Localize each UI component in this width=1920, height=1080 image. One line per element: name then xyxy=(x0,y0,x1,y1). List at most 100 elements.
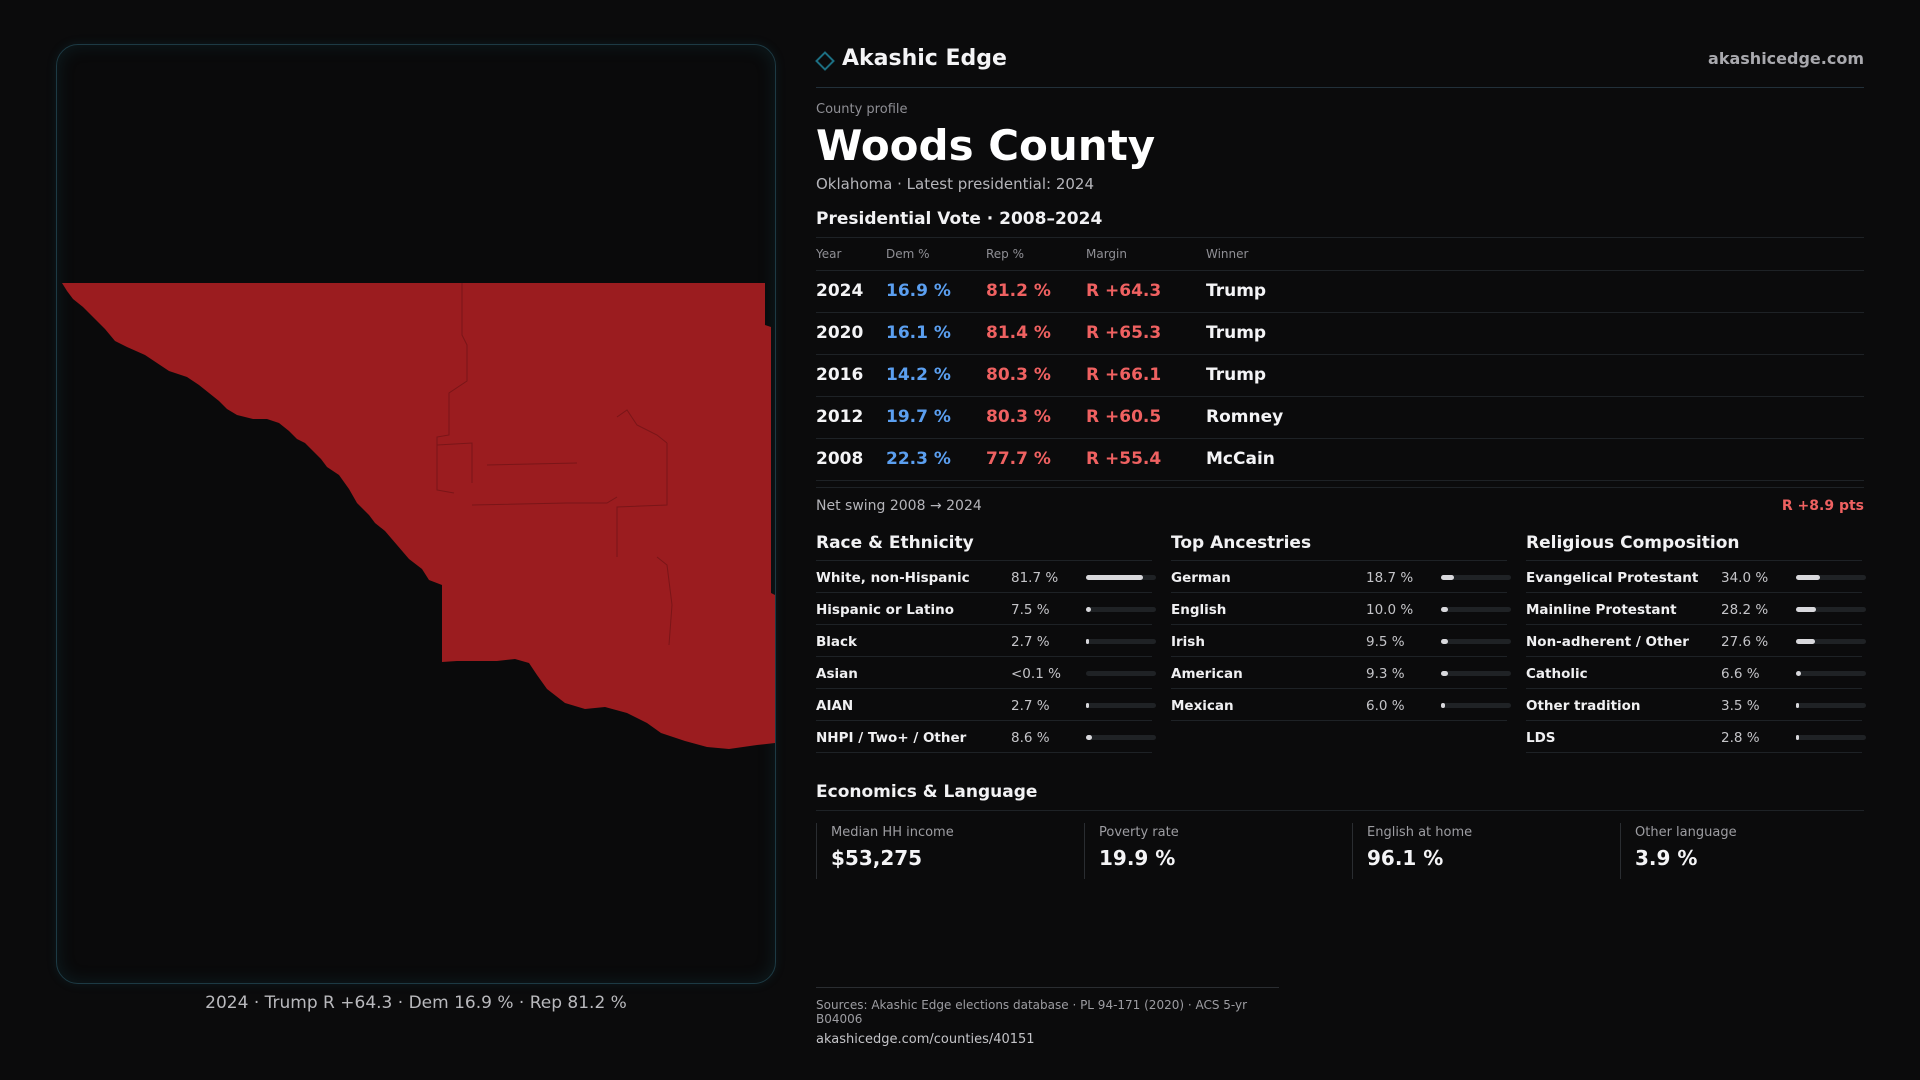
ancestry-row-bar xyxy=(1441,606,1511,612)
table-row: 2024 16.9 % 81.2 % R +64.3 Trump xyxy=(816,270,1864,313)
race-row-label: AIAN xyxy=(816,697,854,714)
race-row-label: NHPI / Two+ / Other xyxy=(816,729,967,746)
vote-table-header: Year Dem % Rep % Margin Winner xyxy=(816,238,1864,271)
row-winner: Romney xyxy=(1206,396,1864,439)
religion-column: Religious Composition Evangelical Protes… xyxy=(1526,529,1866,753)
ancestry-row-label: Mexican xyxy=(1171,697,1234,714)
religion-row-label: LDS xyxy=(1526,729,1556,746)
religion-row-bar-fill xyxy=(1796,734,1799,740)
ancestry-row-bar-fill xyxy=(1441,606,1448,612)
religion-row-value: 3.5 % xyxy=(1721,697,1760,714)
race-section-title: Race & Ethnicity xyxy=(816,529,1152,561)
religion-row: Evangelical Protestant 34.0 % xyxy=(1526,561,1866,593)
row-winner: McCain xyxy=(1206,438,1864,481)
race-row-label: White, non-Hispanic xyxy=(816,569,970,586)
race-row-label: Black xyxy=(816,633,858,650)
row-year: 2016 xyxy=(816,354,886,397)
row-margin: R +55.4 xyxy=(1086,438,1206,481)
religion-row-bar-fill xyxy=(1796,574,1820,580)
ancestry-row: American 9.3 % xyxy=(1171,657,1511,689)
header-year: Year xyxy=(816,238,886,271)
profile-eyebrow: County profile xyxy=(816,102,908,117)
religion-row: LDS 2.8 % xyxy=(1526,721,1866,753)
race-row: NHPI / Two+ / Other 8.6 % xyxy=(816,721,1156,753)
stat-poverty-rate: Poverty rate 19.9 % xyxy=(1084,822,1334,879)
religion-section-title: Religious Composition xyxy=(1526,529,1862,561)
ancestry-row-bar-fill xyxy=(1441,574,1454,580)
stat-value: 19.9 % xyxy=(1099,845,1176,870)
ancestry-row: English 10.0 % xyxy=(1171,593,1511,625)
religion-row-value: 2.8 % xyxy=(1721,729,1760,746)
ancestry-row-value: 9.3 % xyxy=(1366,665,1405,682)
religion-row-bar-fill xyxy=(1796,702,1799,708)
map-caption: 2024 · Trump R +64.3 · Dem 16.9 % · Rep … xyxy=(205,993,627,1013)
religion-row-label: Other tradition xyxy=(1526,697,1641,714)
race-row-value: 7.5 % xyxy=(1011,601,1050,618)
ancestry-row-bar xyxy=(1441,574,1511,580)
race-row-bar xyxy=(1086,638,1156,644)
header-dem: Dem % xyxy=(886,238,986,271)
vote-section-title: Presidential Vote · 2008–2024 xyxy=(816,209,1864,238)
race-row-bar xyxy=(1086,574,1156,580)
race-row-label: Hispanic or Latino xyxy=(816,601,954,618)
religion-row-bar xyxy=(1796,606,1866,612)
sources-footer: Sources: Akashic Edge elections database… xyxy=(816,987,1279,1047)
row-dem: 16.9 % xyxy=(886,270,986,313)
county-shape[interactable] xyxy=(62,283,775,749)
brand-name[interactable]: Akashic Edge xyxy=(842,46,1007,71)
county-profile-panel: Akashic Edge akashicedge.com County prof… xyxy=(815,44,1866,903)
religion-row-value: 6.6 % xyxy=(1721,665,1760,682)
page-title: Woods County xyxy=(816,121,1156,170)
race-row: Asian <0.1 % xyxy=(816,657,1156,689)
ancestry-row-value: 6.0 % xyxy=(1366,697,1405,714)
economics-section-title: Economics & Language xyxy=(816,775,1864,811)
ancestry-row-bar xyxy=(1441,670,1511,676)
religion-row-label: Non-adherent / Other xyxy=(1526,633,1689,650)
race-row-value: <0.1 % xyxy=(1011,665,1061,682)
ancestry-row-label: American xyxy=(1171,665,1243,682)
county-map[interactable] xyxy=(57,45,776,984)
header-margin: Margin xyxy=(1086,238,1206,271)
ancestry-row-value: 9.5 % xyxy=(1366,633,1405,650)
county-url-link[interactable]: akashicedge.com/counties/40151 xyxy=(816,1032,1035,1047)
row-winner: Trump xyxy=(1206,354,1864,397)
row-year: 2024 xyxy=(816,270,886,313)
religion-row-value: 27.6 % xyxy=(1721,633,1769,650)
race-row: Hispanic or Latino 7.5 % xyxy=(816,593,1156,625)
stat-value: 3.9 % xyxy=(1635,845,1698,870)
religion-row-bar xyxy=(1796,702,1866,708)
net-swing-row: Net swing 2008 → 2024 R +8.9 pts xyxy=(816,486,1864,523)
race-row: AIAN 2.7 % xyxy=(816,689,1156,721)
ancestry-row-bar-fill xyxy=(1441,638,1448,644)
religion-row-label: Catholic xyxy=(1526,665,1588,682)
race-row-bar xyxy=(1086,670,1156,676)
ancestry-row: German 18.7 % xyxy=(1171,561,1511,593)
religion-row: Other tradition 3.5 % xyxy=(1526,689,1866,721)
race-row: Black 2.7 % xyxy=(816,625,1156,657)
profile-subtitle: Oklahoma · Latest presidential: 2024 xyxy=(816,175,1094,193)
religion-row-bar xyxy=(1796,638,1866,644)
religion-row: Mainline Protestant 28.2 % xyxy=(1526,593,1866,625)
row-margin: R +65.3 xyxy=(1086,312,1206,355)
race-row-label: Asian xyxy=(816,665,858,682)
header-rep: Rep % xyxy=(986,238,1086,271)
stat-english-at-home: English at home 96.1 % xyxy=(1352,822,1602,879)
religion-row-bar-fill xyxy=(1796,606,1816,612)
county-map-panel[interactable] xyxy=(56,44,776,984)
row-rep: 80.3 % xyxy=(986,354,1086,397)
row-year: 2020 xyxy=(816,312,886,355)
ancestry-row-bar xyxy=(1441,702,1511,708)
brand-header: Akashic Edge akashicedge.com xyxy=(815,44,1864,88)
ancestry-row-bar xyxy=(1441,638,1511,644)
brand-site-link[interactable]: akashicedge.com xyxy=(1708,49,1864,68)
row-margin: R +60.5 xyxy=(1086,396,1206,439)
table-row: 2016 14.2 % 80.3 % R +66.1 Trump xyxy=(816,354,1864,397)
ancestry-row-value: 10.0 % xyxy=(1366,601,1414,618)
ancestry-row-bar-fill xyxy=(1441,670,1448,676)
row-dem: 14.2 % xyxy=(886,354,986,397)
ancestry-section-title: Top Ancestries xyxy=(1171,529,1507,561)
stat-label: Poverty rate xyxy=(1099,824,1179,840)
row-margin: R +66.1 xyxy=(1086,354,1206,397)
stat-value: $53,275 xyxy=(831,845,923,870)
race-row-bar xyxy=(1086,734,1156,740)
